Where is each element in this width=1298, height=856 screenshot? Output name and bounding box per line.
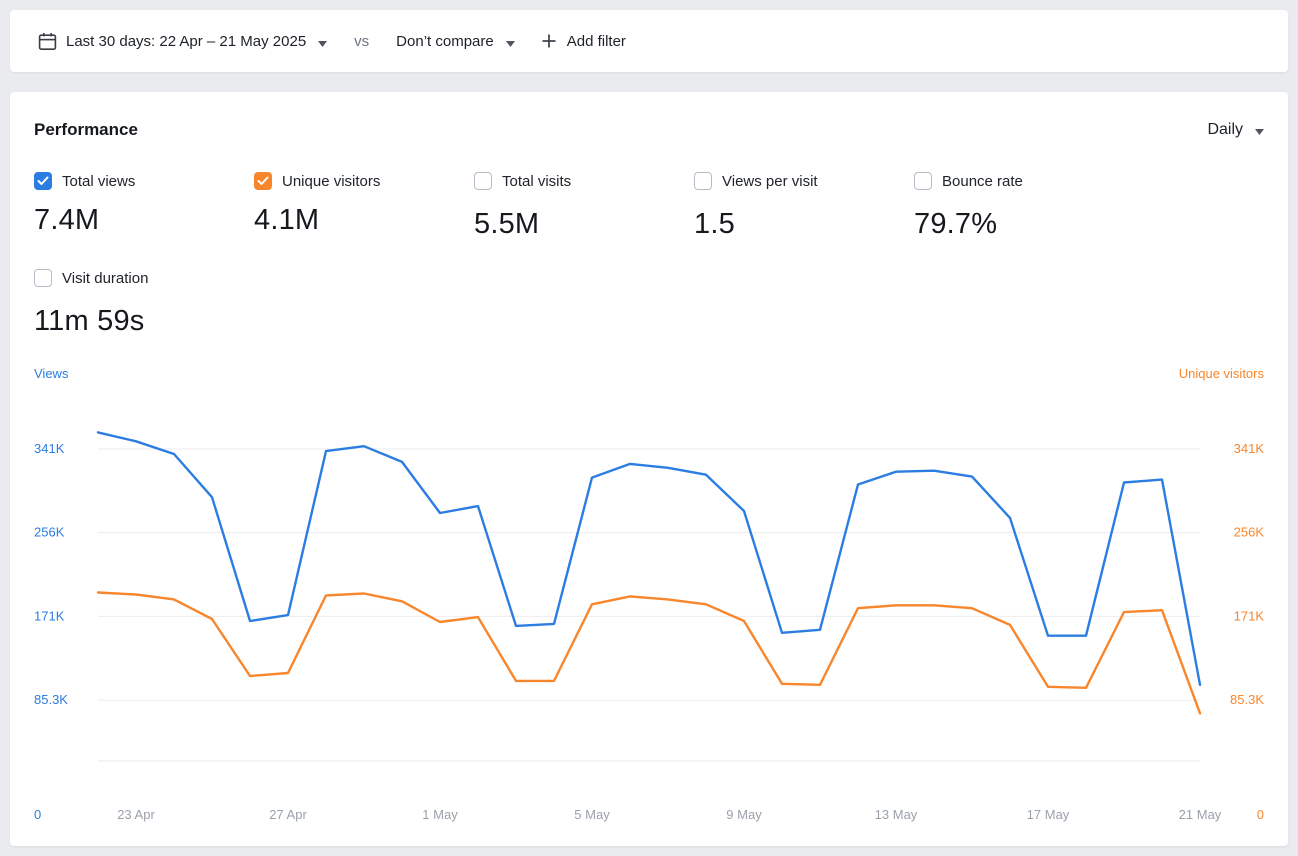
plus-icon bbox=[542, 34, 556, 48]
svg-text:27 Apr: 27 Apr bbox=[269, 807, 307, 822]
metric-unique-visitors: Unique visitors 4.1M bbox=[254, 172, 474, 241]
vs-label: vs bbox=[354, 32, 370, 50]
metric-visit-duration: Visit duration 11m 59s bbox=[34, 269, 254, 338]
metric-views-per-visit: Views per visit 1.5 bbox=[694, 172, 914, 241]
metric-total-visits: Total visits 5.5M bbox=[474, 172, 694, 241]
svg-text:171K: 171K bbox=[34, 608, 65, 623]
checkbox[interactable] bbox=[474, 172, 492, 190]
svg-text:256K: 256K bbox=[1234, 525, 1264, 540]
metric-toggle[interactable]: Views per visit bbox=[694, 172, 818, 190]
performance-chart[interactable]: 341K 341K 256K 256K 171K 171K 85.3K 85.3K 0 0 23 A… bbox=[34, 389, 1264, 829]
svg-text:85.3K: 85.3K bbox=[1230, 692, 1264, 707]
date-range-label: Last 30 days: 22 Apr – 21 May 2025 bbox=[66, 32, 307, 50]
left-axis-label: Views bbox=[34, 366, 69, 381]
chart-axis-headers: Views Unique visitors bbox=[34, 366, 1264, 381]
checkbox[interactable] bbox=[34, 172, 52, 190]
svg-text:0: 0 bbox=[34, 807, 41, 822]
metric-value: 1.5 bbox=[694, 208, 735, 240]
metric-label: Visit duration bbox=[62, 269, 149, 287]
chart-section: Views Unique visitors 341K 341K 256K 256K 17… bbox=[34, 366, 1264, 829]
date-range-picker[interactable]: Last 30 days: 22 Apr – 21 May 2025 bbox=[38, 32, 328, 51]
metric-value: 4.1M bbox=[254, 204, 320, 236]
add-filter-label: Add filter bbox=[566, 32, 626, 50]
metric-value: 5.5M bbox=[474, 208, 540, 240]
chevron-down-icon bbox=[1255, 122, 1264, 140]
svg-text:341K: 341K bbox=[1234, 441, 1264, 456]
compare-label: Don’t compare bbox=[396, 32, 494, 50]
svg-text:171K: 171K bbox=[1234, 608, 1264, 623]
metric-toggle[interactable]: Visit duration bbox=[34, 269, 148, 287]
metric-value: 11m 59s bbox=[34, 305, 145, 337]
metric-label: Total views bbox=[62, 172, 136, 190]
svg-text:21 May: 21 May bbox=[1179, 807, 1222, 822]
metric-toggle[interactable]: Total visits bbox=[474, 172, 571, 190]
svg-text:0: 0 bbox=[1257, 807, 1264, 822]
metric-bounce-rate: Bounce rate 79.7% bbox=[914, 172, 1134, 241]
svg-text:9 May: 9 May bbox=[726, 807, 762, 822]
interval-label: Daily bbox=[1207, 121, 1243, 138]
metric-toggles: Total views 7.4M Unique visitors 4.1M bbox=[34, 172, 1264, 338]
svg-text:13 May: 13 May bbox=[875, 807, 918, 822]
metric-label: Unique visitors bbox=[282, 172, 381, 190]
svg-text:85.3K: 85.3K bbox=[34, 692, 68, 707]
checkbox[interactable] bbox=[34, 269, 52, 287]
metric-label: Bounce rate bbox=[942, 172, 1023, 190]
right-axis-label: Unique visitors bbox=[1178, 366, 1264, 381]
svg-text:23 Apr: 23 Apr bbox=[117, 807, 155, 822]
interval-dropdown[interactable]: Daily bbox=[1207, 120, 1264, 140]
add-filter-button[interactable]: Add filter bbox=[542, 33, 626, 50]
svg-text:1 May: 1 May bbox=[422, 807, 458, 822]
calendar-icon bbox=[38, 32, 57, 51]
metric-label: Total visits bbox=[502, 172, 572, 190]
checkbox[interactable] bbox=[254, 172, 272, 190]
svg-text:341K: 341K bbox=[34, 441, 65, 456]
checkbox[interactable] bbox=[914, 172, 932, 190]
metric-value: 79.7% bbox=[914, 208, 998, 240]
performance-card: Performance Daily Total views 7.4M bbox=[10, 92, 1288, 846]
checkbox[interactable] bbox=[694, 172, 712, 190]
metric-label: Views per visit bbox=[722, 172, 818, 190]
metric-value: 7.4M bbox=[34, 204, 100, 236]
svg-text:17 May: 17 May bbox=[1027, 807, 1070, 822]
svg-text:256K: 256K bbox=[34, 525, 65, 540]
compare-dropdown[interactable]: Don’t compare bbox=[396, 32, 515, 51]
metric-toggle[interactable]: Bounce rate bbox=[914, 172, 1023, 190]
metric-toggle[interactable]: Unique visitors bbox=[254, 172, 380, 190]
page-title: Performance bbox=[34, 120, 138, 139]
metric-toggle[interactable]: Total views bbox=[34, 172, 135, 190]
filter-bar: Last 30 days: 22 Apr – 21 May 2025 vs Do… bbox=[10, 10, 1288, 72]
chevron-down-icon bbox=[318, 34, 328, 51]
performance-header: Performance Daily bbox=[34, 120, 1264, 140]
chevron-down-icon bbox=[505, 34, 515, 51]
svg-text:5 May: 5 May bbox=[574, 807, 610, 822]
metric-total-views: Total views 7.4M bbox=[34, 172, 254, 241]
